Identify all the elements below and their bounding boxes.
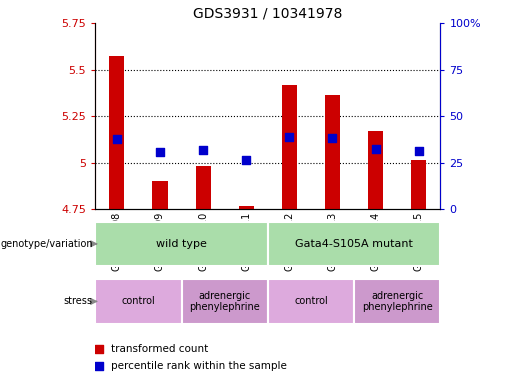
Text: control: control bbox=[294, 296, 328, 306]
Text: stress: stress bbox=[64, 296, 93, 306]
Text: Gata4-S105A mutant: Gata4-S105A mutant bbox=[295, 239, 413, 249]
Bar bbox=[95, 222, 268, 266]
Bar bbox=[325, 95, 340, 209]
Title: GDS3931 / 10341978: GDS3931 / 10341978 bbox=[193, 7, 342, 20]
Bar bbox=[354, 279, 440, 324]
Bar bbox=[95, 279, 181, 324]
Point bbox=[329, 134, 337, 141]
Text: wild type: wild type bbox=[156, 239, 207, 249]
Point bbox=[156, 149, 164, 155]
Bar bbox=[268, 222, 440, 266]
Point bbox=[242, 157, 250, 163]
Bar bbox=[238, 205, 254, 209]
Point bbox=[285, 134, 294, 140]
Text: transformed count: transformed count bbox=[111, 344, 208, 354]
Bar bbox=[152, 181, 167, 209]
Text: control: control bbox=[122, 296, 156, 306]
Point bbox=[95, 346, 103, 352]
Text: percentile rank within the sample: percentile rank within the sample bbox=[111, 361, 287, 371]
Bar bbox=[411, 160, 426, 209]
Bar bbox=[109, 56, 125, 209]
Point bbox=[113, 136, 121, 142]
Bar bbox=[368, 131, 383, 209]
Point bbox=[371, 146, 380, 152]
Point bbox=[415, 147, 423, 154]
Point bbox=[199, 147, 207, 153]
Bar bbox=[268, 279, 354, 324]
Text: adrenergic
phenylephrine: adrenergic phenylephrine bbox=[190, 291, 260, 312]
Bar bbox=[181, 279, 268, 324]
Bar bbox=[282, 85, 297, 209]
Text: genotype/variation: genotype/variation bbox=[0, 239, 93, 249]
Text: adrenergic
phenylephrine: adrenergic phenylephrine bbox=[362, 291, 433, 312]
Point bbox=[95, 363, 103, 369]
Bar bbox=[196, 166, 211, 209]
